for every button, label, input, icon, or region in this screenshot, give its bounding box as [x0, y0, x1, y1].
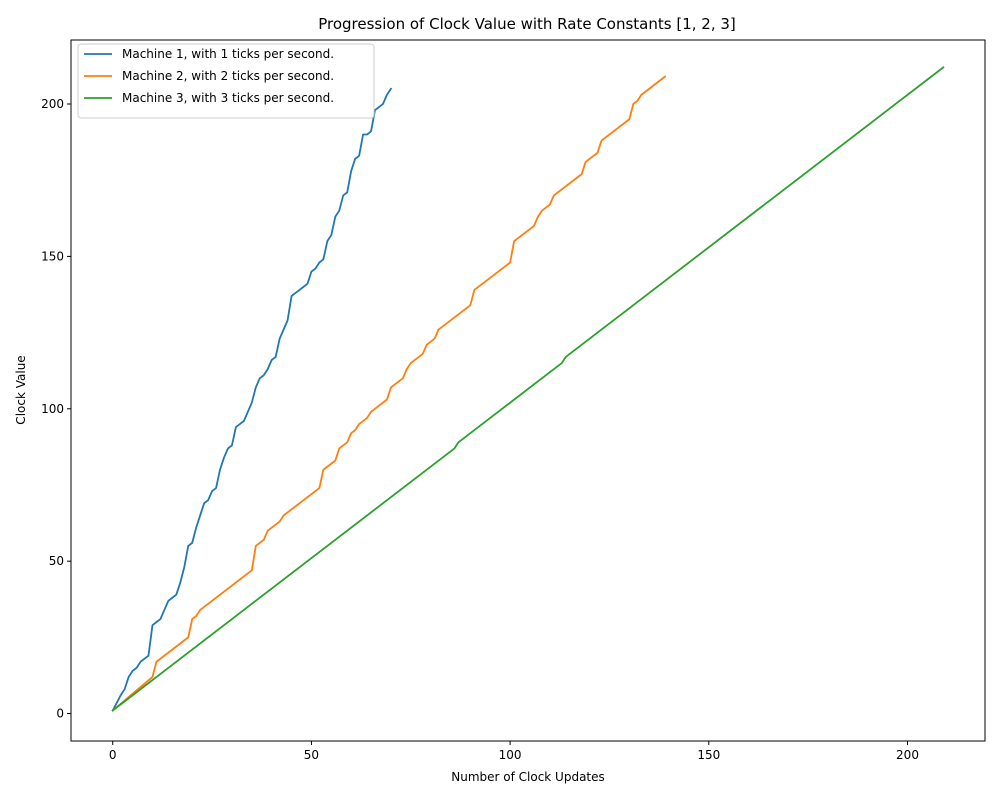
- y-tick-label: 0: [56, 707, 64, 721]
- y-axis: 0 50 100 150 200: [41, 97, 71, 721]
- legend-label-machine-3: Machine 3, with 3 ticks per second.: [122, 91, 334, 105]
- x-tick-label: 0: [109, 748, 117, 762]
- y-tick-label: 200: [41, 97, 64, 111]
- axes-frame: [70, 39, 986, 742]
- legend-box: [77, 43, 375, 119]
- chart-title: Progression of Clock Value with Rate Con…: [318, 15, 736, 33]
- series-line-machine-3: [111, 66, 945, 712]
- x-tick-label: 100: [499, 748, 522, 762]
- x-tick-label: 150: [697, 748, 720, 762]
- y-tick-label: 50: [49, 554, 64, 568]
- x-tick-label: 50: [304, 748, 319, 762]
- plot-area: [111, 66, 945, 712]
- legend-label-machine-2: Machine 2, with 2 ticks per second.: [122, 69, 334, 83]
- legend: Machine 1, with 1 ticks per second. Machi…: [77, 43, 375, 119]
- y-axis-label: Clock Value: [14, 355, 28, 424]
- x-axis-label: Number of Clock Updates: [451, 770, 605, 784]
- y-tick-label: 150: [41, 249, 64, 263]
- legend-label-machine-1: Machine 1, with 1 ticks per second.: [122, 47, 334, 61]
- series-line-machine-1: [111, 87, 393, 712]
- series-line-machine-2: [111, 75, 667, 712]
- y-tick-label: 100: [41, 402, 64, 416]
- x-tick-label: 200: [896, 748, 919, 762]
- x-axis: 0 50 100 150 200: [109, 741, 919, 762]
